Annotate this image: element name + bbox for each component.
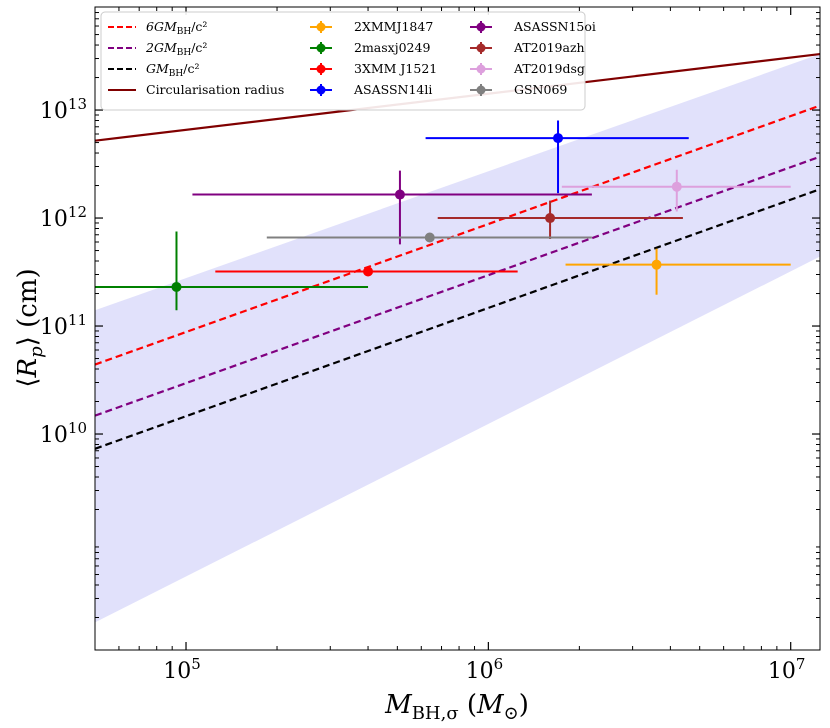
legend-entry-at2019dsg: AT2019dsg — [470, 61, 585, 76]
legend-swatch-marker — [316, 43, 326, 53]
point-marker — [545, 213, 556, 224]
legend-label: 2XMMJ1847 — [354, 19, 433, 34]
y-tick-label: 1010 — [40, 419, 87, 448]
legend-box — [100, 11, 586, 111]
point-marker — [424, 232, 435, 243]
point-marker — [651, 259, 662, 270]
line-2gm-bh-c-2 — [95, 155, 820, 417]
data-point-asassn15oi — [192, 170, 592, 245]
legend-entry-circularisation-radius: Circularisation radius — [108, 82, 284, 97]
legend-entry-asassn14li: ASASSN14li — [310, 82, 432, 97]
data-point-2xmmj1847 — [565, 248, 791, 295]
legend-entry-6gm-bh-c-2: 6GMBH/c² — [108, 19, 207, 37]
legend-swatch-marker — [316, 85, 326, 95]
legend-swatch-marker — [476, 64, 486, 74]
legend-label: AT2019dsg — [513, 61, 585, 76]
plot-frame — [94, 6, 821, 651]
data-point-gsn069 — [266, 232, 592, 243]
legend-swatch-marker — [476, 85, 486, 95]
uncertainty-band-layer — [95, 54, 820, 623]
point-marker — [553, 133, 564, 144]
legend-label: Circularisation radius — [146, 82, 284, 97]
line-gm-bh-c-2 — [95, 188, 820, 450]
point-marker — [363, 266, 374, 277]
point-marker — [394, 189, 405, 200]
legend-swatch-marker — [476, 43, 486, 53]
legend: 6GMBH/c² 2GMBH/c² GMBH/c² Circularisation r… — [100, 11, 596, 111]
data-point-2masxj0249 — [95, 231, 369, 311]
data-point-at2019dsg — [561, 169, 791, 212]
y-tick-label: 1011 — [40, 311, 87, 340]
legend-label: AT2019azh — [513, 40, 585, 55]
x-tick-label: 106 — [466, 655, 504, 684]
legend-label: 2GMBH/c² — [145, 40, 207, 58]
legend-label: 3XMM J1521 — [354, 61, 437, 76]
legend-entry-gsn069: GSN069 — [470, 82, 567, 97]
y-tick-label: 1013 — [40, 95, 87, 124]
legend-label: ASASSN14li — [353, 82, 432, 97]
point-marker — [671, 181, 682, 192]
data-points-layer — [95, 120, 791, 311]
legend-swatch-marker — [316, 22, 326, 32]
legend-entry-2masxj0249: 2masxj0249 — [310, 40, 430, 55]
data-point-at2019azh — [437, 200, 683, 239]
legend-entry-gm-bh-c-2: GMBH/c² — [108, 61, 200, 79]
legend-label: GMBH/c² — [146, 61, 200, 79]
legend-label: ASASSN15oi — [513, 19, 596, 34]
axes-layer: 105 106 107 1010 1011 1012 1013 — [40, 6, 821, 684]
legend-swatch-marker — [476, 22, 486, 32]
x-tick-label: 105 — [163, 655, 201, 684]
y-axis-label: ⟨Rp⟩ (cm) — [13, 268, 47, 387]
x-tick-label: 107 — [768, 655, 806, 684]
legend-label: GSN069 — [514, 82, 567, 97]
legend-entry-asassn15oi: ASASSN15oi — [470, 19, 596, 34]
data-point-asassn14li — [425, 120, 689, 194]
uncertainty-band — [95, 54, 820, 623]
legend-entry-3xmm-j1521: 3XMM J1521 — [310, 61, 437, 76]
x-axis-label: MBH,σ (M⊙) — [384, 690, 529, 724]
y-tick-label: 1012 — [40, 203, 87, 232]
legend-label: 6GMBH/c² — [146, 19, 207, 37]
point-marker — [171, 281, 182, 292]
legend-entry-2gm-bh-c-2: 2GMBH/c² — [108, 40, 207, 58]
line-6gm-bh-c-2 — [95, 104, 820, 366]
legend-swatch-marker — [316, 64, 326, 74]
legend-entry-2xmmj1847: 2XMMJ1847 — [310, 19, 433, 34]
legend-label: 2masxj0249 — [354, 40, 430, 55]
data-point-3xmm-j1521 — [215, 266, 518, 277]
legend-entry-at2019azh: AT2019azh — [470, 40, 585, 55]
